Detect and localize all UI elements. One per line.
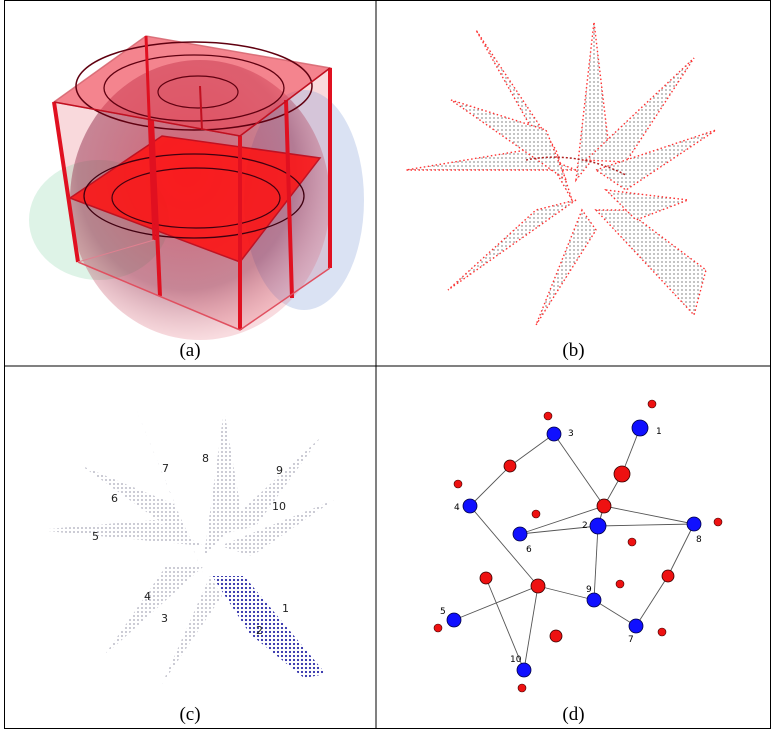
node-label-10: 10: [510, 655, 522, 665]
caption-a: (a): [179, 340, 201, 361]
node-label-6: 6: [526, 545, 532, 555]
node-label-1: 1: [656, 427, 662, 437]
node-label-2: 2: [582, 521, 588, 531]
caption-b: (b): [562, 340, 585, 361]
node-label-3: 3: [568, 429, 574, 439]
node-label-8: 8: [696, 535, 702, 545]
labeled-mesh-figure: 1 2 3 4 5 6 7 8 9 10: [36, 404, 334, 684]
mesh-label-8: 8: [202, 452, 209, 465]
node-label-5: 5: [440, 607, 446, 617]
panel-d: 1 2 3 4 5 6 7 8 9 10 (d): [376, 366, 771, 729]
node-label-7: 7: [628, 635, 634, 645]
node-label-4: 4: [454, 503, 460, 513]
figure-grid: (a) (b): [4, 0, 771, 729]
mesh-label-7: 7: [162, 462, 169, 475]
grid-lines: [4, 0, 771, 729]
network-graph-figure: 1 2 3 4 5 6 7 8 9 10: [433, 399, 723, 693]
caption-c: (c): [179, 704, 201, 725]
panel-a: (a): [4, 0, 376, 366]
mesh-label-1: 1: [282, 602, 289, 615]
mesh-label-6: 6: [111, 492, 118, 505]
mesh-label-9: 9: [276, 464, 283, 477]
star-mesh-figure: [405, 21, 717, 326]
node-label-9: 9: [586, 585, 592, 595]
panel-c: 1 2 3 4 5 6 7 8 9 10 (c): [4, 366, 376, 729]
caption-d: (d): [562, 704, 585, 725]
panel-b: (b): [376, 0, 771, 366]
mesh-label-2: 2: [256, 624, 263, 637]
mesh-label-3: 3: [161, 612, 168, 625]
cube-figure: [29, 35, 364, 340]
mesh-label-4: 4: [144, 590, 151, 603]
mesh-label-5: 5: [92, 530, 99, 543]
mesh-label-10: 10: [272, 500, 286, 513]
